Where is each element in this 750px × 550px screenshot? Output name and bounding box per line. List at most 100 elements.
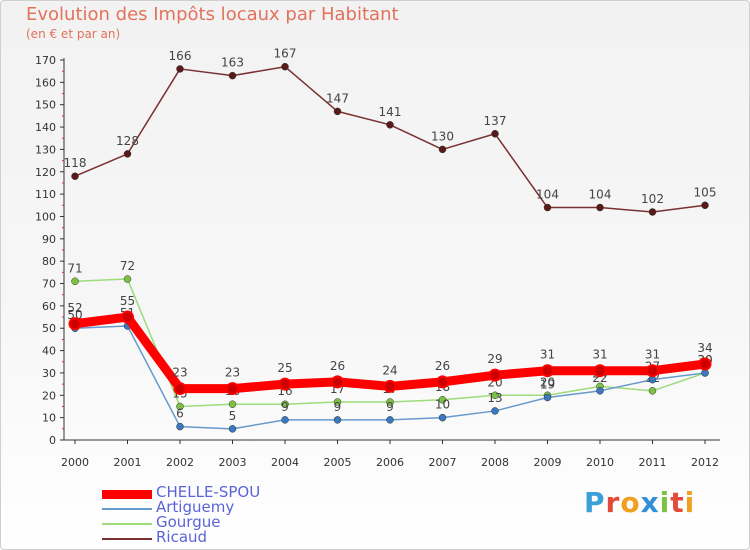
x-tick-label: 2003 [219,456,247,469]
data-point [491,407,499,415]
data-point [491,391,499,400]
data-label: 137 [484,114,507,128]
data-point [438,145,447,154]
data-label: 20 [540,375,555,389]
x-tick-label: 2001 [114,456,142,469]
data-label: 31 [645,348,660,362]
data-point [121,310,134,324]
data-point [648,208,657,216]
data-label: 23 [225,366,240,380]
y-tick-label: 60 [42,300,56,313]
data-point [228,400,237,408]
legend-swatch [102,538,152,540]
data-label: 29 [487,352,502,366]
data-point [646,364,659,378]
logo-letter: P [584,486,606,519]
logo-letter: x [640,486,660,519]
logo-letter: i [659,486,671,519]
x-tick-label: 2011 [639,456,667,469]
y-tick-label: 70 [42,278,56,291]
chart-title: Evolution des Impôts locaux par Habitant [26,4,399,25]
series-line-chelle-spou [70,312,710,394]
y-tick-label: 120 [35,166,56,179]
data-label: 23 [172,366,187,380]
data-label: 9 [386,400,394,414]
legend-label: CHELLE-SPOU [156,483,261,501]
data-label: 24 [382,363,397,377]
data-point [333,107,342,116]
data-label: 104 [536,188,559,202]
data-label: 5 [229,409,237,423]
y-tick-label: 0 [49,434,56,447]
data-point [123,150,132,158]
legend-label: Artiguemy [156,498,235,516]
data-point [176,422,184,431]
data-point [281,416,289,424]
y-tick-label: 160 [35,76,56,89]
x-tick-label: 2010 [586,456,614,469]
x-tick-label: 2006 [376,456,404,469]
data-label: 9 [334,400,342,414]
data-point [281,400,289,408]
y-tick-label: 50 [42,322,56,335]
x-tick-label: 2000 [61,456,89,469]
x-tick-label: 2004 [271,456,299,469]
y-tick-label: 20 [42,389,56,402]
x-tick-label: 2008 [481,456,509,469]
data-point [71,172,79,180]
x-tick-label: 2009 [534,456,562,469]
data-label: 31 [540,348,555,362]
data-label: 34 [697,341,712,355]
data-label: 71 [67,261,82,275]
data-point [596,387,604,395]
data-point [176,65,184,73]
data-point [436,375,449,389]
data-point [333,416,342,424]
legend-swatch [102,489,152,499]
data-point [543,393,552,402]
data-label: 72 [120,259,135,273]
data-point [278,377,292,391]
data-label: 19 [540,378,555,392]
y-tick-label: 90 [42,233,56,246]
y-tick-label: 80 [42,255,56,268]
data-point [491,130,499,138]
data-label: 6 [176,407,184,421]
data-point [71,277,79,286]
logo-letter: o [620,486,641,519]
data-point [68,317,82,331]
y-tick-label: 40 [42,345,56,358]
legend-label: Ricaud [156,528,208,546]
data-label: 163 [221,56,244,70]
chart-subtitle: (en € et par an) [26,27,121,41]
data-point [226,382,239,396]
x-tick-label: 2012 [691,456,719,469]
data-point [698,357,712,371]
data-point [331,375,344,389]
data-label: 25 [277,361,292,375]
data-label: 55 [120,294,135,308]
data-label: 31 [592,348,607,362]
legend-swatch [102,523,152,525]
data-label: 13 [487,391,502,405]
y-tick-label: 100 [35,210,56,223]
data-point [383,379,397,393]
data-label: 166 [169,49,192,63]
data-label: 141 [379,105,402,119]
data-point [386,121,394,129]
data-point [123,275,132,283]
data-label: 130 [431,129,454,143]
data-point [596,203,604,212]
data-point [173,382,187,396]
data-point [541,364,554,378]
data-point [281,62,289,71]
y-tick-label: 140 [35,121,56,134]
data-point [438,413,447,422]
y-tick-label: 150 [35,99,56,112]
data-label: 102 [641,192,664,206]
logo-letter: i [684,486,696,519]
data-label: 9 [281,400,289,414]
data-point [228,71,237,80]
y-tick-label: 30 [42,367,56,380]
